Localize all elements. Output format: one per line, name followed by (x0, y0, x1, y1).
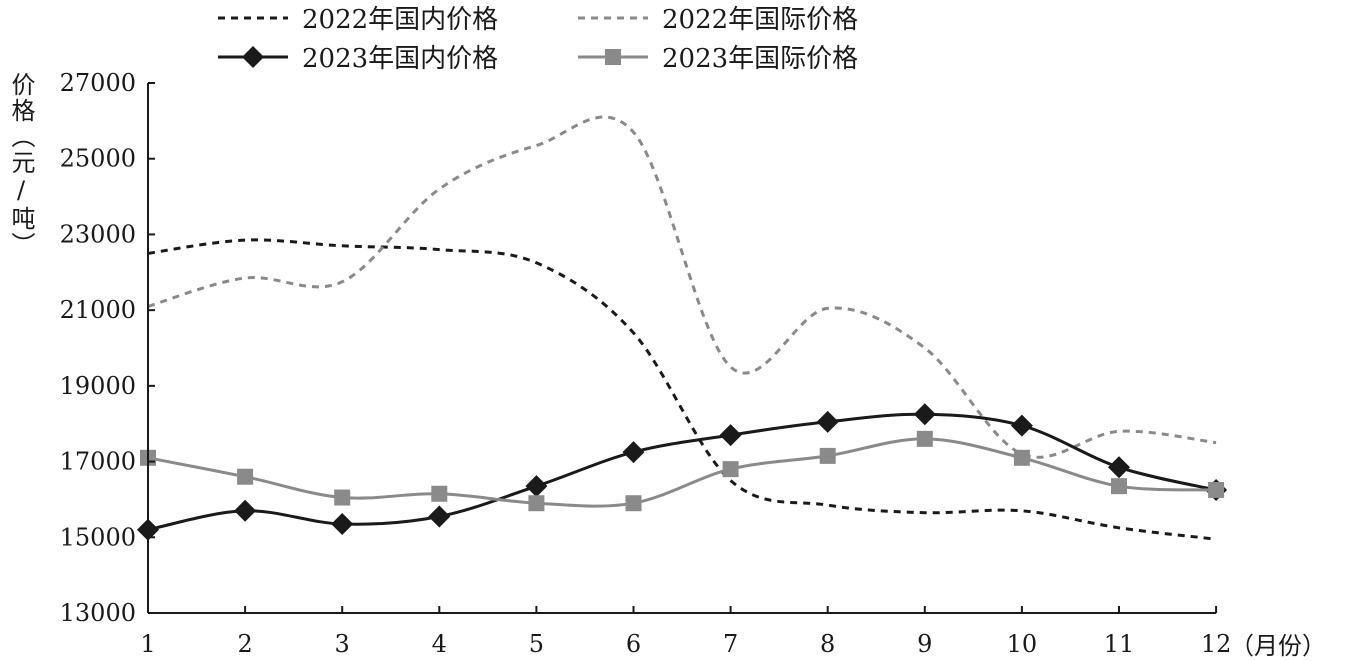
y-tick-label: 21000 (60, 296, 136, 324)
data-point (525, 475, 548, 498)
data-point (528, 495, 545, 512)
x-tick-label: 9 (917, 630, 932, 658)
x-tick-label: 8 (820, 630, 835, 658)
legend-swatch-marker (242, 46, 264, 68)
x-tick-label: 1 (140, 630, 155, 658)
y-tick-label: 17000 (60, 448, 136, 476)
data-point (1111, 478, 1127, 495)
x-tick-label: 6 (626, 630, 641, 658)
x-tick-label: 5 (529, 630, 544, 658)
y-tick-label: 15000 (60, 523, 136, 551)
series-layer (137, 115, 1228, 541)
data-point (331, 513, 354, 536)
series-line (147, 115, 1217, 459)
data-point (719, 424, 742, 447)
series-1 (147, 238, 1217, 541)
data-point (431, 485, 448, 502)
x-tick-label: 3 (335, 630, 350, 658)
series-2 (147, 115, 1217, 459)
data-point (234, 499, 257, 522)
x-tick-label: 4 (432, 630, 447, 658)
series-4 (140, 430, 1225, 512)
legend-entry: 2023年国内价格 (218, 44, 498, 74)
y-tick-label: 27000 (60, 69, 136, 97)
data-point (1010, 414, 1033, 437)
legend-label: 2023年国际价格 (662, 44, 858, 74)
data-point (722, 461, 739, 478)
x-tick-label: 2 (237, 630, 252, 658)
data-point (237, 468, 254, 485)
y-tick-label: 19000 (60, 372, 136, 400)
data-point (625, 495, 642, 512)
data-point (622, 441, 645, 464)
series-line (147, 412, 1217, 532)
data-point (334, 489, 351, 506)
data-point (916, 430, 933, 447)
legend-swatch-marker (605, 49, 621, 65)
y-tick-label: 23000 (60, 220, 136, 248)
data-point (819, 447, 836, 464)
legend-label: 2023年国内价格 (302, 44, 498, 74)
legend-label: 2022年国际价格 (662, 5, 858, 35)
legend-entry: 2023年国际价格 (578, 44, 858, 74)
legend-entry: 2022年国际价格 (578, 5, 858, 35)
x-tick-label: 11 (1104, 630, 1135, 658)
x-tick-label: 7 (723, 630, 738, 658)
data-point (1108, 456, 1130, 479)
data-point (913, 403, 936, 426)
data-point (816, 410, 839, 433)
x-axis-unit-label: （月份） (1230, 632, 1326, 660)
axes: 13000 15000 17000 19000 21000 23000 25000 27000… (60, 69, 1232, 658)
x-tick-label: 12 (1201, 630, 1232, 658)
y-tick-label: 13000 (60, 599, 136, 627)
y-axis-label: 价格（元/吨） (7, 72, 35, 258)
y-tick-label: 25000 (60, 145, 136, 173)
legend-entry: 2022年国内价格 (218, 5, 498, 35)
series-line (147, 437, 1217, 508)
data-point (428, 505, 451, 528)
x-tick-label: 10 (1007, 630, 1038, 658)
data-point (1013, 449, 1030, 466)
legend: 2022年国内价格 2022年国际价格 2023年国内价格 2023年国际价格 (218, 5, 858, 74)
data-point (1208, 481, 1225, 498)
legend-label: 2022年国内价格 (302, 5, 498, 35)
series-line (147, 238, 1217, 541)
